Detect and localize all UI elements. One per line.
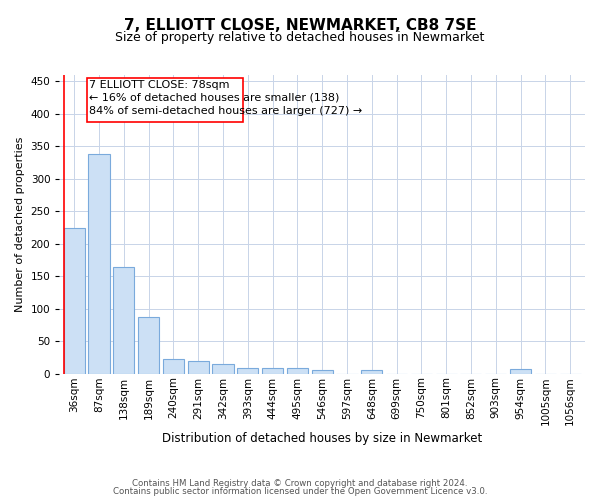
Text: Contains HM Land Registry data © Crown copyright and database right 2024.: Contains HM Land Registry data © Crown c… — [132, 478, 468, 488]
Bar — [212, 364, 233, 374]
Bar — [237, 368, 259, 374]
Bar — [287, 368, 308, 374]
Bar — [88, 154, 110, 374]
Bar — [86, 78, 243, 122]
Bar — [138, 316, 159, 374]
Bar — [510, 369, 531, 374]
Text: Contains public sector information licensed under the Open Government Licence v3: Contains public sector information licen… — [113, 487, 487, 496]
Text: 7 ELLIOTT CLOSE: 78sqm
← 16% of detached houses are smaller (138)
84% of semi-de: 7 ELLIOTT CLOSE: 78sqm ← 16% of detached… — [89, 80, 362, 116]
X-axis label: Distribution of detached houses by size in Newmarket: Distribution of detached houses by size … — [162, 432, 482, 445]
Bar — [113, 266, 134, 374]
Text: Size of property relative to detached houses in Newmarket: Size of property relative to detached ho… — [115, 31, 485, 44]
Y-axis label: Number of detached properties: Number of detached properties — [15, 136, 25, 312]
Bar — [188, 362, 209, 374]
Bar — [311, 370, 333, 374]
Text: 7, ELLIOTT CLOSE, NEWMARKET, CB8 7SE: 7, ELLIOTT CLOSE, NEWMARKET, CB8 7SE — [124, 18, 476, 32]
Bar — [361, 370, 382, 374]
Bar — [64, 228, 85, 374]
Bar — [262, 368, 283, 374]
Bar — [163, 358, 184, 374]
